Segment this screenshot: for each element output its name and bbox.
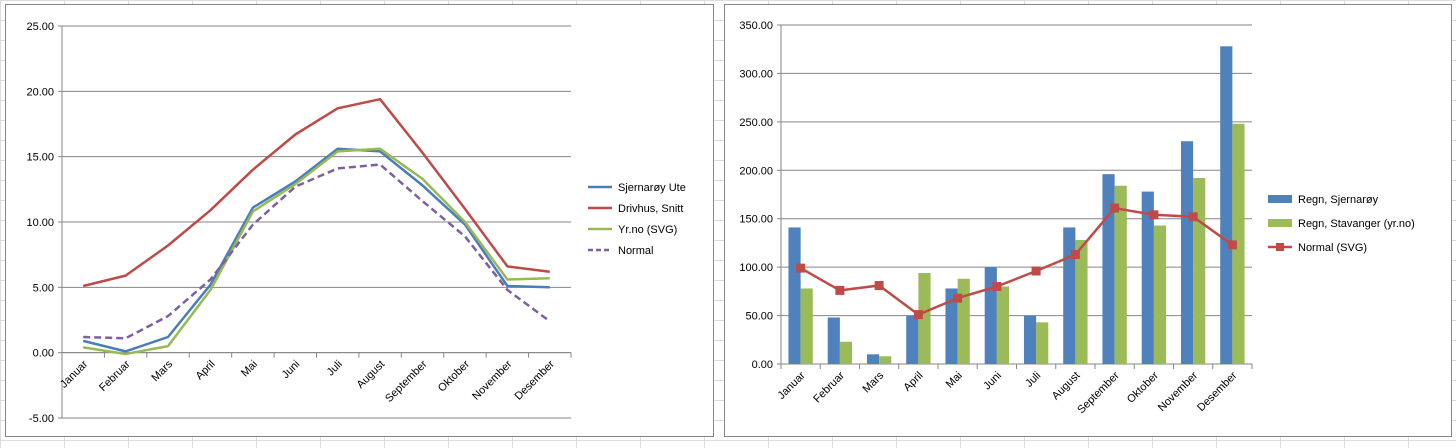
bar-regn-stavanger-yr-no xyxy=(1114,185,1127,364)
x-tick-label: September xyxy=(383,358,430,405)
bar-regn-stavanger-yr-no xyxy=(1036,322,1049,364)
series-line-yr-no-svg xyxy=(83,147,550,356)
series-marker xyxy=(1031,266,1041,276)
legend-swatch xyxy=(1268,195,1292,203)
series-marker xyxy=(1188,212,1198,222)
series-marker xyxy=(1110,203,1120,213)
bar-regn-stavanger-yr-no xyxy=(800,288,813,364)
y-tick-label: 200.00 xyxy=(739,165,773,177)
bar-regn-sjernar-y xyxy=(1180,141,1194,364)
y-tick-label: 50.00 xyxy=(745,311,773,323)
x-tick-label: Juli xyxy=(1023,370,1043,390)
y-tick-label: 350.00 xyxy=(739,20,773,32)
bar-regn-stavanger-yr-no xyxy=(996,286,1010,364)
x-tick-label: September xyxy=(1075,369,1122,416)
x-tick-label: Februar xyxy=(811,369,847,405)
x-tick-label: Februar xyxy=(97,358,133,394)
y-tick-label: 100.00 xyxy=(739,262,773,274)
legend-label: Normal xyxy=(618,245,653,257)
bar-regn-sjernar-y xyxy=(984,267,997,364)
x-tick-label: Mars xyxy=(149,358,175,384)
series-marker xyxy=(1149,210,1159,220)
y-tick-label: 0.00 xyxy=(33,348,54,360)
bar-regn-sjernar-y xyxy=(1063,227,1076,364)
x-tick-label: Oktober xyxy=(436,358,472,394)
series-marker xyxy=(913,310,923,320)
y-tick-label: 15.00 xyxy=(26,152,54,164)
temperature-chart: -5.00 0.00 5.00 10.00 15.00 20.00 25.00 Januar F… xyxy=(5,4,714,437)
precipitation-chart-svg: 0.00 50.00 100.00 150.00 200.00 250.00 300.00 3… xyxy=(739,20,1415,416)
bar-regn-sjernar-y xyxy=(788,227,801,364)
series-marker xyxy=(1070,250,1080,260)
bar-regn-sjernar-y xyxy=(1023,315,1037,364)
bar-regn-stavanger-yr-no xyxy=(1232,123,1245,365)
legend-label: Sjernarøy Ute xyxy=(618,182,686,194)
series-marker xyxy=(1227,240,1237,250)
legend-label: Normal (SVG) xyxy=(1298,242,1367,254)
x-tick-label: August xyxy=(355,358,388,391)
x-tick-label: Juni xyxy=(280,358,303,381)
series-line-sjernar-y-ute xyxy=(82,147,550,353)
y-tick-label: 300.00 xyxy=(739,68,773,80)
series-line-drivhus-snitt xyxy=(82,97,550,288)
x-tick-label: November xyxy=(1156,369,1201,414)
x-tick-label: Mars xyxy=(860,369,886,395)
bar-regn-stavanger-yr-no xyxy=(957,278,970,364)
legend-swatch xyxy=(1268,219,1292,227)
bar-regn-stavanger-yr-no xyxy=(1193,178,1206,364)
bar-regn-stavanger-yr-no xyxy=(879,356,892,364)
series-marker xyxy=(992,282,1002,292)
bar-regn-sjernar-y xyxy=(1141,191,1154,364)
series-marker xyxy=(874,281,884,291)
x-tick-label: Oktober xyxy=(1125,369,1161,405)
legend-label: Yr.no (SVG) xyxy=(618,224,677,236)
x-tick-label: Januar xyxy=(775,369,808,402)
legend-label: Regn, Sjernarøy xyxy=(1298,194,1379,206)
bar-regn-stavanger-yr-no xyxy=(1153,225,1167,364)
series-line-normal xyxy=(83,163,551,340)
y-tick-label: -5.00 xyxy=(29,413,54,425)
y-tick-label: 5.00 xyxy=(33,282,54,294)
x-tick-label: April xyxy=(194,358,218,382)
temperature-chart-svg: -5.00 0.00 5.00 10.00 15.00 20.00 25.00 Januar F… xyxy=(26,21,686,425)
precipitation-chart: 0.00 50.00 100.00 150.00 200.00 250.00 300.00 3… xyxy=(724,4,1452,437)
bar-regn-sjernar-y xyxy=(906,315,919,364)
series-marker xyxy=(835,285,845,295)
bar-regn-stavanger-yr-no xyxy=(839,341,853,364)
x-tick-label: Juli xyxy=(325,358,345,378)
series-marker xyxy=(953,293,963,303)
y-tick-label: 0.00 xyxy=(752,359,773,371)
y-tick-label: 20.00 xyxy=(26,86,54,98)
bar-regn-stavanger-yr-no xyxy=(1075,240,1088,364)
x-tick-label: April xyxy=(901,370,925,394)
bar-regn-sjernar-y xyxy=(827,317,840,364)
x-tick-label: Mai xyxy=(239,358,260,379)
y-tick-label: 10.00 xyxy=(26,217,54,229)
y-tick-label: 25.00 xyxy=(26,21,54,33)
bar-regn-sjernar-y xyxy=(1102,174,1115,364)
bar-regn-sjernar-y xyxy=(945,288,958,364)
legend-marker xyxy=(1276,243,1284,251)
bar-regn-sjernar-y xyxy=(1220,46,1233,365)
y-tick-label: 250.00 xyxy=(739,117,773,129)
x-tick-label: August xyxy=(1050,370,1083,403)
x-tick-label: Desember xyxy=(1195,369,1240,414)
x-tick-label: Desember xyxy=(513,358,558,403)
x-tick-label: November xyxy=(470,358,515,403)
legend-label: Regn, Stavanger (yr.no) xyxy=(1298,218,1415,230)
x-tick-label: Mai xyxy=(944,370,965,391)
legend-label: Drivhus, Snitt xyxy=(618,203,683,215)
x-tick-label: Juni xyxy=(981,370,1004,393)
bar-regn-stavanger-yr-no xyxy=(918,272,931,364)
series-marker xyxy=(796,263,806,273)
y-tick-label: 150.00 xyxy=(739,214,773,226)
bar-regn-sjernar-y xyxy=(866,354,880,364)
x-tick-label: Januar xyxy=(58,358,91,391)
series-line-normal-svg xyxy=(799,206,1234,316)
